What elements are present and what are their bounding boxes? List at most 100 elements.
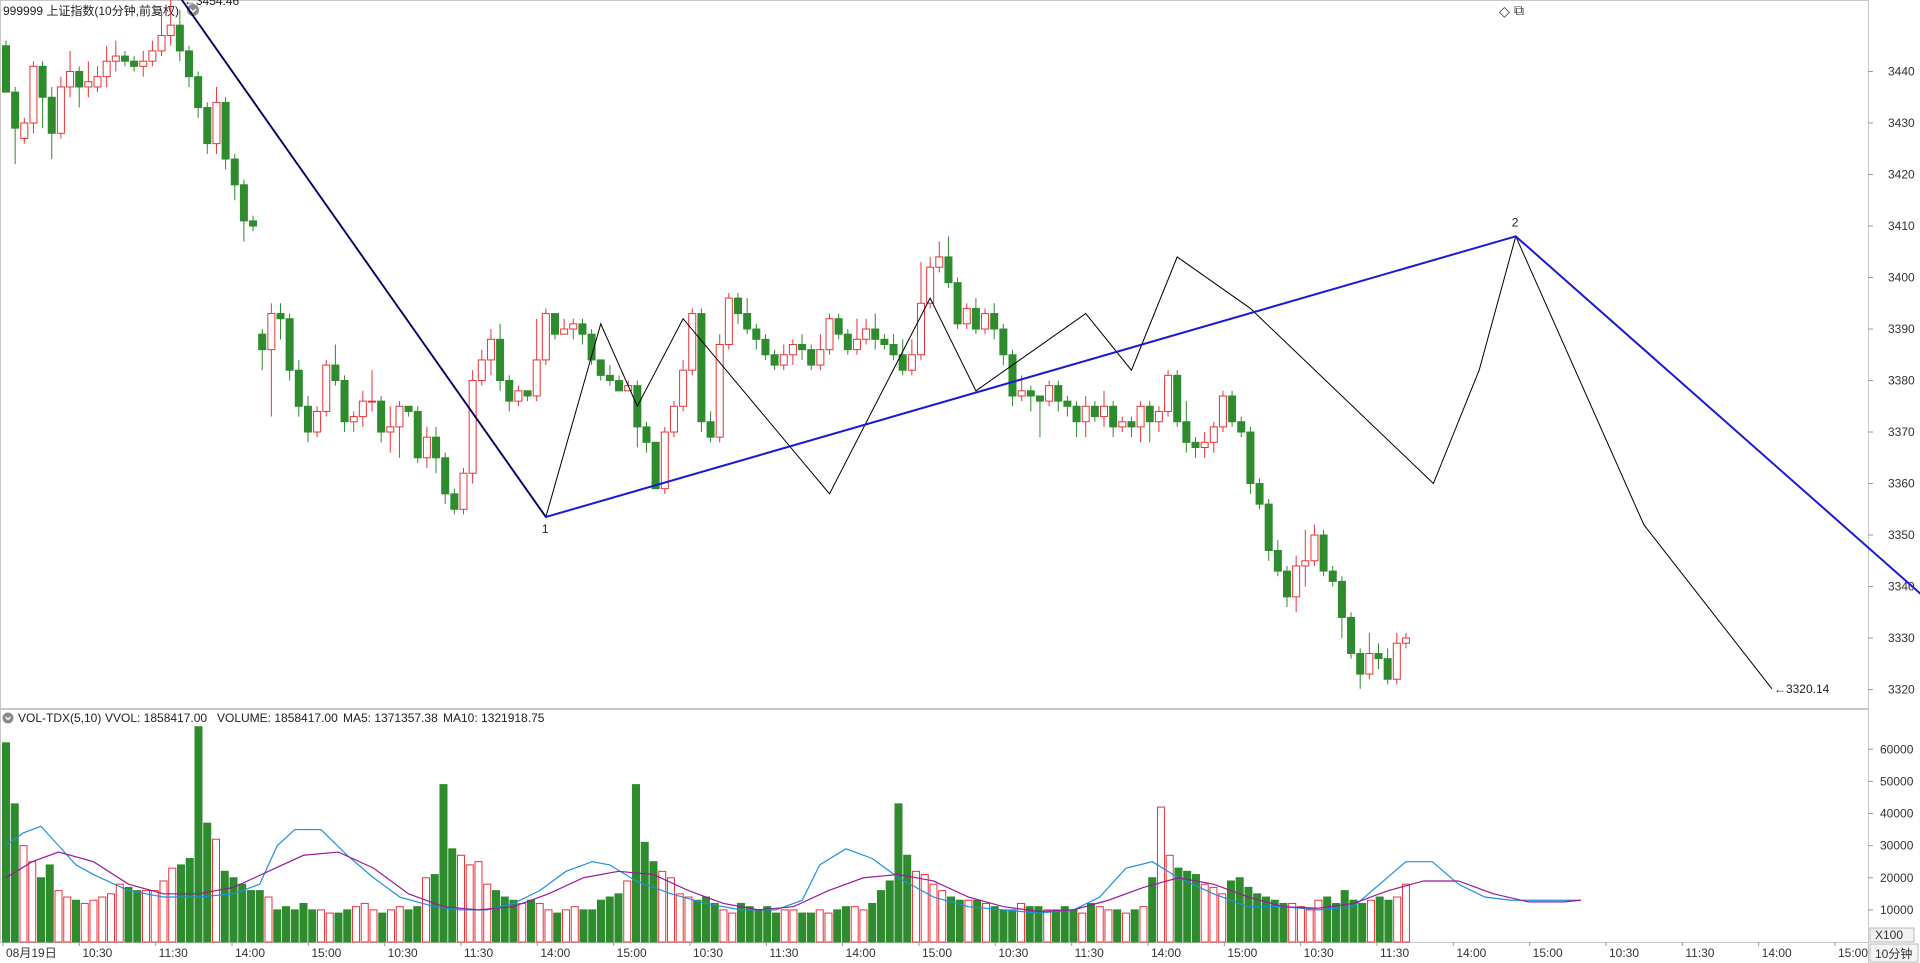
- candle-down: [706, 421, 715, 438]
- candle-down: [990, 313, 999, 330]
- candle-up: [349, 416, 358, 423]
- price-tick-label: 3430: [1888, 116, 1915, 130]
- candle-down: [798, 343, 807, 351]
- volume-bar-up: [561, 909, 570, 943]
- candle-down: [953, 282, 962, 325]
- candle-down: [1008, 354, 1017, 397]
- volume-bar-down: [596, 899, 605, 943]
- volume-label: VOLUME: 1858417.00: [217, 711, 338, 725]
- candle-down: [1145, 405, 1154, 423]
- candle-up: [779, 354, 788, 366]
- candle-down: [38, 65, 47, 98]
- candle-down: [1182, 421, 1191, 443]
- volume-bar-down: [334, 912, 343, 943]
- volume-bar-down: [124, 886, 133, 943]
- candle-down: [1383, 658, 1392, 680]
- time-tick-label: 11:30: [1685, 946, 1714, 960]
- time-tick-label: 15:00: [1533, 946, 1563, 960]
- candle-up: [29, 65, 38, 124]
- volume-bar-up: [1401, 883, 1410, 943]
- price-tick-label: 3440: [1888, 65, 1915, 79]
- candle-up: [688, 313, 697, 371]
- candle-up: [514, 390, 523, 402]
- candle-down: [221, 101, 230, 160]
- volume-bar-down: [1113, 909, 1122, 943]
- volume-bar-down: [1008, 909, 1017, 943]
- candle-up: [981, 313, 990, 330]
- volume-bar-down: [491, 890, 500, 943]
- candle-up: [679, 369, 688, 407]
- chart-title: 999999 上证指数(10分钟,前复权): [3, 3, 179, 18]
- candle-up: [1045, 385, 1054, 402]
- volume-bar-down: [1148, 877, 1157, 943]
- candle-down: [889, 343, 898, 356]
- volume-bar-down: [273, 909, 282, 943]
- candle-up: [1136, 405, 1145, 428]
- candle-up: [468, 380, 477, 474]
- volume-bar-down: [255, 890, 264, 943]
- volume-menu-icon[interactable]: [2, 712, 14, 724]
- volume-bar-up: [1200, 883, 1209, 943]
- candle-down: [203, 107, 212, 145]
- volume-bar-up: [850, 906, 859, 943]
- candle-down: [807, 349, 816, 366]
- time-tick-label: 10:30: [1609, 946, 1639, 960]
- volume-bar-down: [1279, 902, 1288, 943]
- candle-down: [258, 333, 267, 351]
- time-tick-label: 10:30: [693, 946, 723, 960]
- volume-bar-down: [194, 726, 203, 943]
- volume-bar-down: [448, 848, 457, 943]
- volume-tick-label: 40000: [1880, 807, 1914, 821]
- volume-bar-up: [141, 890, 150, 943]
- candle-down: [294, 369, 303, 407]
- candle-down: [1109, 405, 1118, 428]
- volume-bar-down: [990, 906, 999, 943]
- candle-up: [962, 307, 971, 325]
- time-tick-label: 10:30: [998, 946, 1028, 960]
- price-tick-label: 3370: [1888, 425, 1915, 439]
- volume-bar-down: [430, 874, 439, 943]
- volume-bar-up: [1305, 909, 1314, 943]
- volume-bar-up: [1104, 909, 1113, 943]
- volume-bar-down: [1086, 902, 1095, 943]
- candle-down: [999, 328, 1008, 356]
- volume-bar-down: [133, 890, 142, 943]
- volume-bar-down: [1253, 893, 1262, 943]
- volume-bar-down: [771, 912, 780, 943]
- volume-bar-up: [325, 912, 334, 943]
- volume-bar-down: [1191, 874, 1200, 943]
- candle-down: [551, 313, 559, 335]
- time-tick-label: 11:30: [1380, 946, 1409, 960]
- price-tick-label: 3380: [1888, 374, 1915, 388]
- volume-bar-down: [229, 877, 238, 943]
- volume-bar-down: [605, 896, 614, 943]
- diamond-icon[interactable]: ◇: [1499, 3, 1510, 19]
- candle-up: [111, 55, 120, 62]
- candle-down: [239, 184, 248, 222]
- price-panel-frame: [0, 0, 1869, 709]
- candle-up: [358, 400, 367, 418]
- candle-down: [880, 338, 889, 345]
- volume-bar-up: [1296, 906, 1305, 943]
- volume-bar-down: [745, 906, 754, 943]
- candle-up: [1118, 421, 1127, 428]
- volume-tick-label: 50000: [1880, 774, 1914, 788]
- volume-bar-up: [929, 883, 938, 943]
- ma5-label: MA5: 1371357.38: [343, 711, 438, 725]
- volume-bar-up: [150, 890, 159, 943]
- window-icon[interactable]: ⧉: [1514, 2, 1524, 18]
- candle-down: [1191, 441, 1200, 448]
- vol-scale-label: X100: [1875, 928, 1903, 942]
- price-tick-label: 3400: [1888, 271, 1915, 285]
- candle-down: [1255, 483, 1264, 505]
- time-tick-label: 14:00: [1456, 946, 1486, 960]
- candle-down: [898, 354, 907, 371]
- candle-up: [102, 60, 111, 78]
- candle-up: [1218, 395, 1227, 428]
- period-label: 10分钟: [1875, 946, 1912, 961]
- volume-bar-up: [28, 861, 37, 943]
- volume-bar-up: [1288, 902, 1297, 943]
- candle-up: [660, 431, 669, 490]
- volume-bar-down: [1261, 896, 1270, 943]
